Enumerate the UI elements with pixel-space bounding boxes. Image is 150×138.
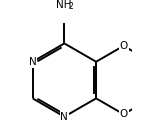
Text: O: O [119, 109, 128, 119]
Text: O: O [119, 41, 128, 51]
Text: N: N [60, 112, 68, 122]
Text: 2: 2 [68, 2, 73, 11]
Text: NH: NH [56, 0, 72, 10]
Text: N: N [29, 57, 36, 67]
